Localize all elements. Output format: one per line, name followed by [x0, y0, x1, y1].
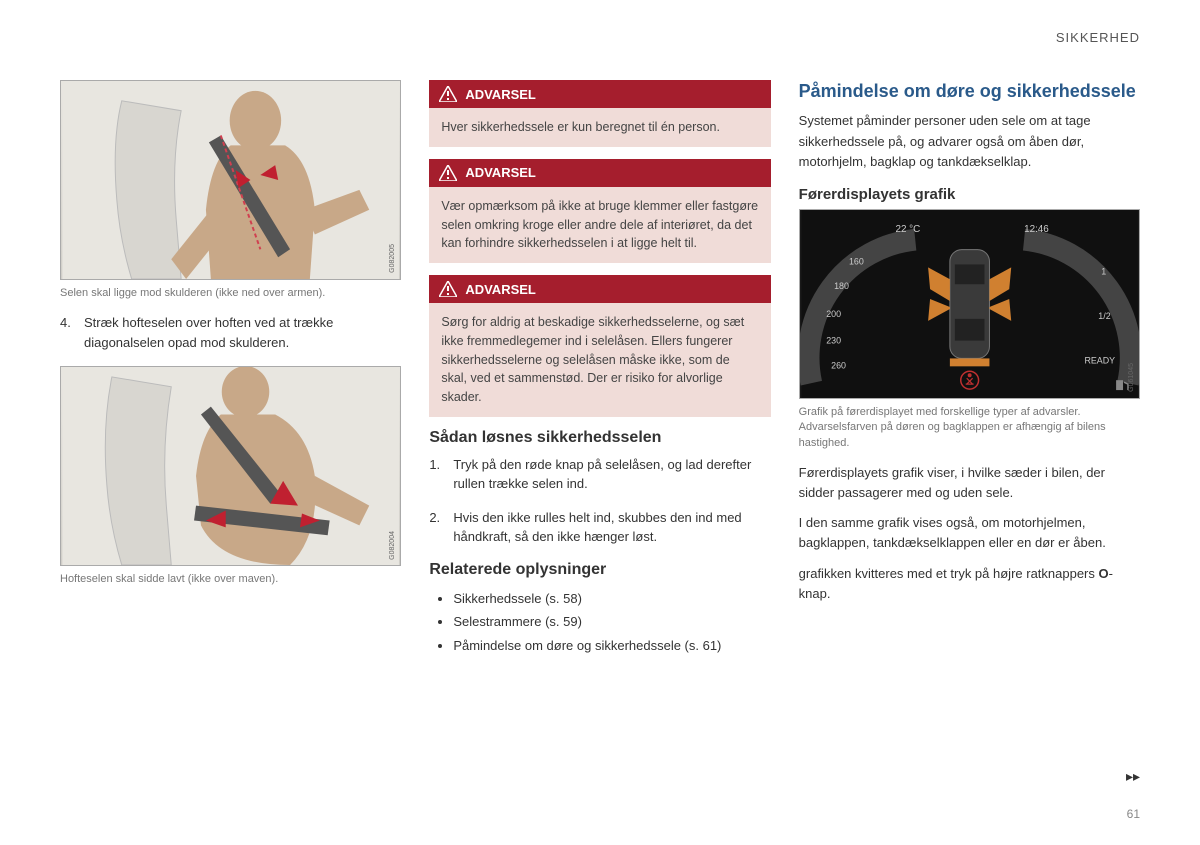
step-text: Stræk hofteselen over hoften ved at træk… — [84, 313, 401, 352]
step-number: 4. — [60, 313, 84, 352]
step-text: Hvis den ikke rulles helt ind, skubbes d… — [453, 508, 770, 547]
release-step-1: 1. Tryk på den røde knap på selelåsen, o… — [429, 455, 770, 494]
heading-related: Relaterede oplysninger — [429, 561, 770, 579]
gauge-tick: 230 — [826, 335, 841, 345]
dashboard-caption: Grafik på førerdisplayet med forskellige… — [799, 405, 1140, 451]
heading-release-belt: Sådan løsnes sikkerhedsselen — [429, 429, 770, 447]
gauge-tick: 180 — [834, 281, 849, 291]
warning-1: ADVARSEL Hver sikkerhedssele er kun bere… — [429, 80, 770, 147]
column-1: G082005 Selen skal ligge mod skulderen (… — [60, 80, 401, 657]
warning-2: ADVARSEL Vær opmærksom på ikke at bruge … — [429, 159, 770, 263]
p3-part-a: grafikken kvitteres med et tryk på højre… — [799, 566, 1099, 581]
figure-seatbelt-shoulder: G082005 — [60, 80, 401, 280]
warning-triangle-icon — [439, 86, 457, 102]
warning-header: ADVARSEL — [429, 159, 770, 187]
dashboard-temperature: 22 °C — [895, 224, 920, 235]
paragraph-1: Førerdisplayets grafik viser, i hvilke s… — [799, 463, 1140, 503]
gauge-tick: 260 — [831, 360, 846, 370]
image-code: G082004 — [389, 531, 396, 560]
gauge-tick: 200 — [826, 309, 841, 319]
warning-3: ADVARSEL Sørg for aldrig at beskadige si… — [429, 275, 770, 417]
figure-2-caption: Hofteselen skal sidde lavt (ikke over ma… — [60, 572, 401, 587]
paragraph-3: grafikken kvitteres med et tryk på højre… — [799, 564, 1140, 604]
related-item: Sikkerhedssele (s. 58) — [453, 587, 770, 610]
dashboard-time: 12:46 — [1024, 224, 1049, 235]
related-item: Påmindelse om døre og sikkerhedssele (s.… — [453, 634, 770, 657]
heading-display-graphic: Førerdisplayets grafik — [799, 186, 1140, 203]
figure-1-caption: Selen skal ligge mod skulderen (ikke ned… — [60, 286, 401, 301]
warning-triangle-icon — [439, 165, 457, 181]
warning-label: ADVARSEL — [465, 282, 536, 297]
step-number: 1. — [429, 455, 453, 494]
warning-header: ADVARSEL — [429, 275, 770, 303]
step-text: Tryk på den røde knap på selelåsen, og l… — [453, 455, 770, 494]
gauge-tick: 1 — [1101, 266, 1106, 276]
seatbelt-shoulder-illustration — [61, 81, 400, 279]
warning-header: ADVARSEL — [429, 80, 770, 108]
driver-display-illustration: 160 180 200 230 260 1 1/2 READY 22 °C 12… — [800, 210, 1139, 398]
page-columns: G082005 Selen skal ligge mod skulderen (… — [60, 80, 1140, 657]
column-2: ADVARSEL Hver sikkerhedssele er kun bere… — [429, 80, 770, 657]
gauge-tick: 160 — [849, 256, 864, 266]
intro-paragraph: Systemet påminder personer uden sele om … — [799, 111, 1140, 171]
related-list: Sikkerhedssele (s. 58) Selestrammere (s.… — [429, 587, 770, 657]
column-3: Påmindelse om døre og sikkerhedssele Sys… — [799, 80, 1140, 657]
paragraph-2: I den samme grafik vises også, om motorh… — [799, 513, 1140, 553]
related-item: Selestrammere (s. 59) — [453, 610, 770, 633]
warning-label: ADVARSEL — [465, 87, 536, 102]
image-code: G061045 — [1128, 363, 1135, 392]
main-section-title: Påmindelse om døre og sikkerhedssele — [799, 80, 1140, 103]
figure-seatbelt-hip: G082004 — [60, 366, 401, 566]
section-header: SIKKERHED — [1056, 30, 1140, 45]
o-button-label: O — [1099, 566, 1109, 581]
page-number: 61 — [1127, 807, 1140, 821]
image-code: G082005 — [389, 244, 396, 273]
continue-indicator-icon: ▸▸ — [1126, 768, 1140, 785]
warning-body: Sørg for aldrig at beskadige sikkerhedss… — [429, 303, 770, 417]
warning-label: ADVARSEL — [465, 165, 536, 180]
warning-triangle-icon — [439, 281, 457, 297]
release-step-2: 2. Hvis den ikke rulles helt ind, skubbe… — [429, 508, 770, 547]
step-4: 4. Stræk hofteselen over hoften ved at t… — [60, 313, 401, 352]
step-number: 2. — [429, 508, 453, 547]
driver-display-figure: 160 180 200 230 260 1 1/2 READY 22 °C 12… — [799, 209, 1140, 399]
warning-body: Hver sikkerhedssele er kun beregnet til … — [429, 108, 770, 147]
seatbelt-hip-illustration — [61, 367, 400, 565]
gauge-tick: 1/2 — [1098, 311, 1110, 321]
gauge-tick: READY — [1084, 355, 1115, 365]
warning-body: Vær opmærksom på ikke at bruge klemmer e… — [429, 187, 770, 263]
